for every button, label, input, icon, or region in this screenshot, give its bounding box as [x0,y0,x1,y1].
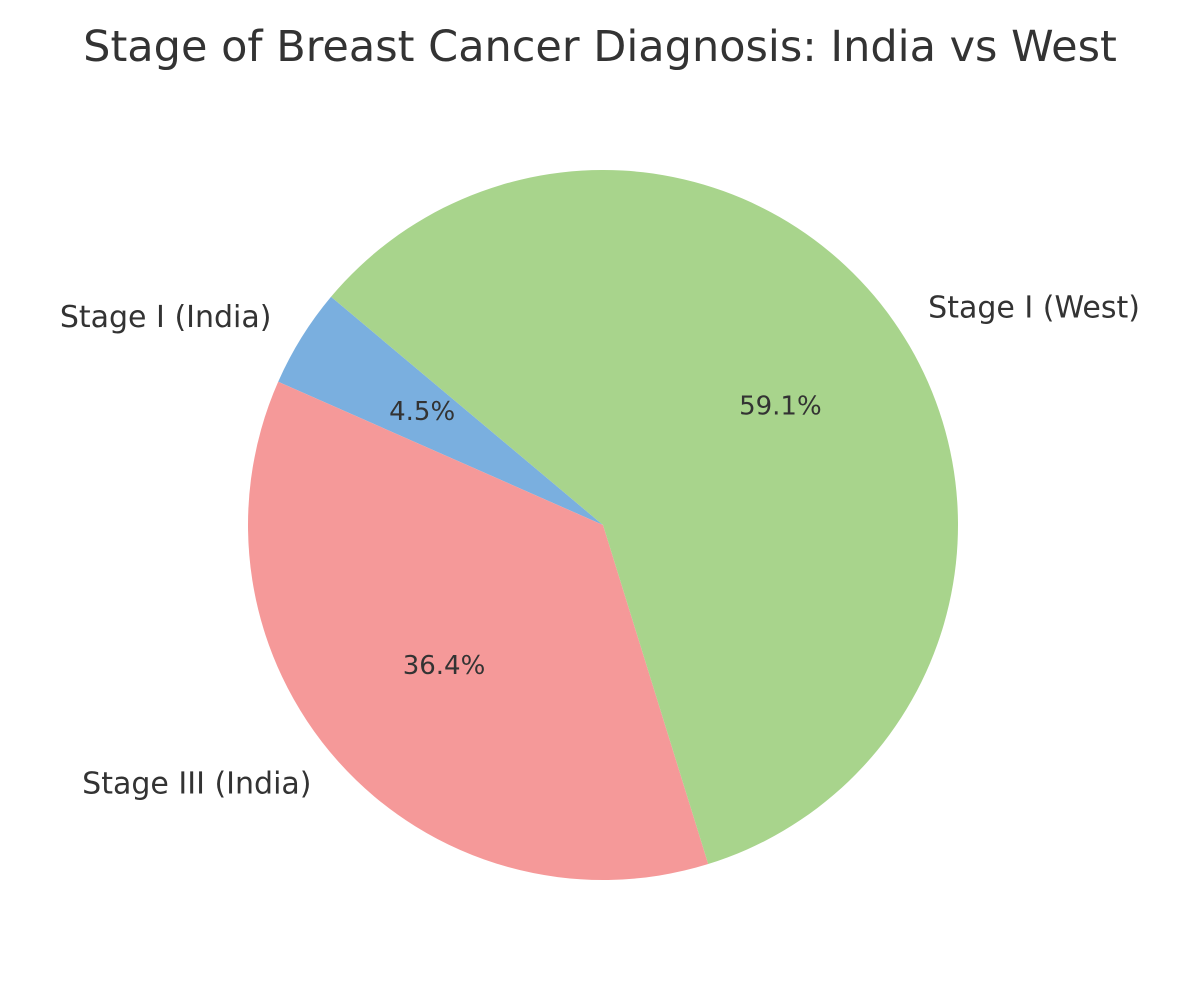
pie-slice [331,169,959,865]
slice-percent-label: 59.1% [739,392,822,422]
slice-label: Stage III (India) [82,766,311,801]
slice-percent-label: 4.5% [389,397,455,427]
chart-title: Stage of Breast Cancer Diagnosis: India … [83,22,1117,72]
pie-slice [248,381,709,880]
pie-slice [278,296,603,525]
slice-percent-label: 36.4% [403,651,486,681]
slice-label: Stage I (India) [60,300,272,335]
slice-label: Stage I (West) [928,290,1140,325]
